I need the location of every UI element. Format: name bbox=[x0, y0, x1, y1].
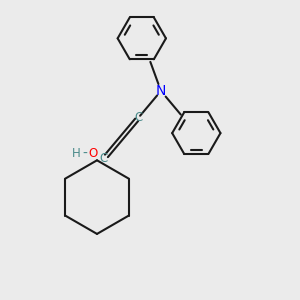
Text: C: C bbox=[134, 111, 142, 124]
Text: C: C bbox=[99, 152, 108, 165]
Text: N: N bbox=[156, 84, 166, 98]
Text: H: H bbox=[71, 147, 80, 160]
Text: O: O bbox=[89, 147, 98, 160]
Text: -: - bbox=[82, 147, 87, 161]
